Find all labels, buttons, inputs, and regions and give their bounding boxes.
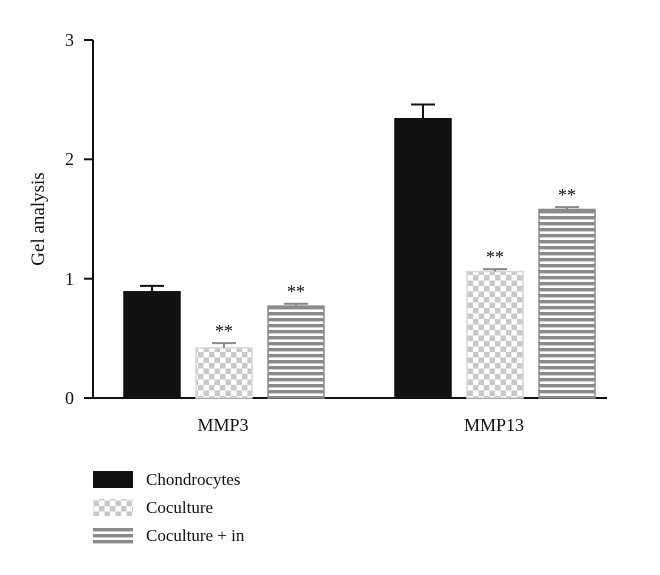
y-tick-label-1: 1 [65,269,74,289]
legend-label-chondrocytes: Chondrocytes [146,470,240,489]
legend-swatch-coculture-in [93,527,133,544]
bars-layer: ** ** ** ** [123,103,596,399]
bar-mmp3-chondrocytes [123,291,181,399]
significance-mmp3-coculture-in: ** [287,282,305,302]
bar-mmp13-chondrocytes [394,118,452,399]
legend-swatch-chondrocytes [93,471,133,488]
legend-label-coculture: Coculture [146,498,213,517]
y-tick-label-0: 0 [65,388,74,408]
legend: Chondrocytes Coculture Coculture + in [93,470,245,545]
bar-mmp13-coculture-in [538,208,596,399]
bar-mmp3-coculture-in [267,305,325,399]
y-tick-label-2: 2 [65,149,74,169]
x-tick-label-mmp3: MMP3 [197,415,248,435]
y-ticks: 0 1 2 3 [65,30,93,408]
significance-mmp13-coculture-in: ** [558,185,576,205]
y-tick-label-3: 3 [65,30,74,50]
x-tick-label-mmp13: MMP13 [464,415,524,435]
legend-label-coculture-in: Coculture + in [146,526,245,545]
y-axis-title: Gel analysis [28,172,49,265]
significance-mmp3-coculture: ** [215,321,233,341]
significance-mmp13-coculture: ** [486,247,504,267]
bar-mmp13-coculture [466,270,524,399]
bar-mmp3-coculture [195,347,253,399]
legend-swatch-coculture [93,499,133,516]
